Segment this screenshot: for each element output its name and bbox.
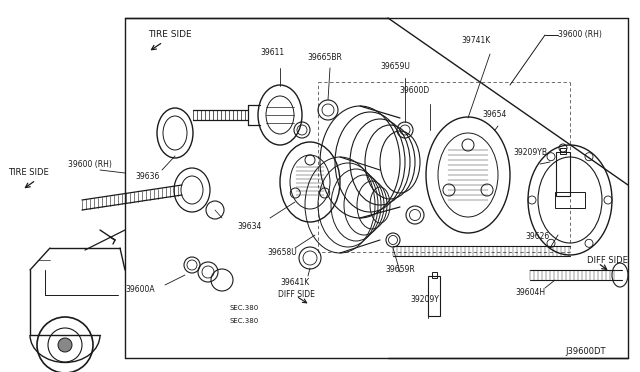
Text: SEC.380: SEC.380 — [230, 318, 259, 324]
Text: 39209YB: 39209YB — [513, 148, 547, 157]
Text: 39626: 39626 — [526, 232, 550, 241]
Text: J39600DT: J39600DT — [565, 347, 605, 356]
Text: 39634: 39634 — [238, 222, 262, 231]
Text: 39636: 39636 — [136, 172, 160, 181]
Text: 39641K: 39641K — [280, 278, 310, 287]
Text: DIFF SIDE: DIFF SIDE — [278, 290, 315, 299]
Circle shape — [58, 338, 72, 352]
Text: 39209Y: 39209Y — [411, 295, 440, 304]
Bar — [428, 276, 440, 316]
Text: 39600D: 39600D — [400, 86, 430, 95]
Text: 39611: 39611 — [260, 48, 284, 57]
Bar — [432, 272, 437, 278]
Text: 39658U: 39658U — [267, 248, 297, 257]
Text: 39659R: 39659R — [385, 265, 415, 274]
Text: DIFF SIDE: DIFF SIDE — [587, 256, 628, 265]
Text: 39659U: 39659U — [380, 62, 410, 71]
Bar — [555, 192, 585, 208]
Bar — [560, 148, 566, 154]
Text: 39604H: 39604H — [515, 288, 545, 297]
Bar — [556, 152, 570, 196]
Text: TIRE SIDE: TIRE SIDE — [8, 168, 49, 177]
Text: 39600A: 39600A — [125, 285, 155, 294]
Text: TIRE SIDE: TIRE SIDE — [148, 30, 191, 39]
Text: 39600 (RH): 39600 (RH) — [68, 160, 112, 169]
Text: SEC.380: SEC.380 — [230, 305, 259, 311]
Text: 39741K: 39741K — [461, 36, 491, 45]
Text: 39665BR: 39665BR — [308, 53, 342, 62]
Text: 39600 (RH): 39600 (RH) — [558, 30, 602, 39]
Text: 39654: 39654 — [483, 110, 507, 119]
